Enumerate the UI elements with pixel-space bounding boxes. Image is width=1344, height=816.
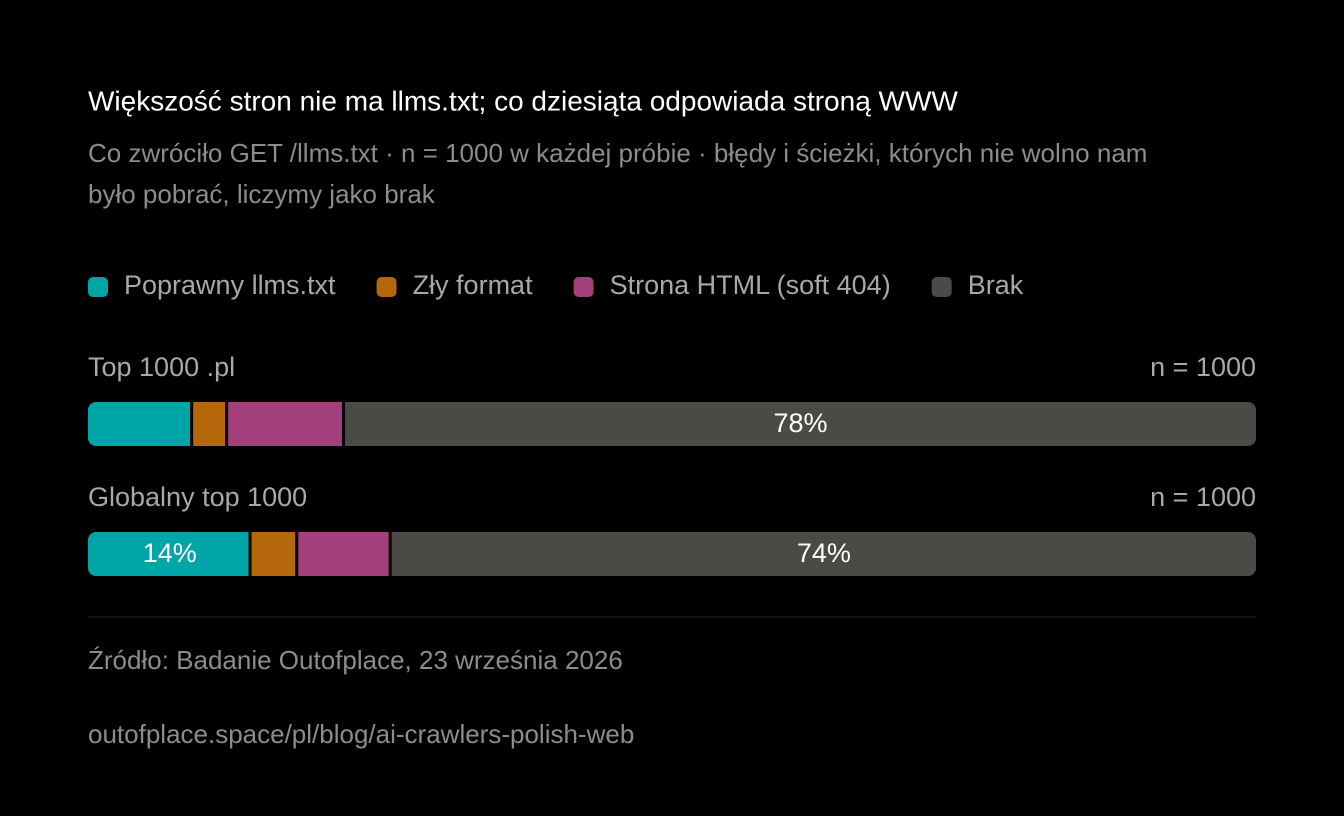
legend-swatch bbox=[88, 277, 108, 297]
bar-segment bbox=[88, 402, 191, 446]
bar-group bbox=[88, 532, 1256, 576]
url: outofplace.space/pl/blog/ai-crawlers-pol… bbox=[88, 719, 634, 749]
legend-label: Brak bbox=[968, 270, 1024, 300]
value-label: 14% bbox=[143, 538, 197, 568]
legend-swatch bbox=[573, 277, 594, 297]
category-label: Top 1000 .pl bbox=[88, 352, 235, 382]
bar-segment bbox=[251, 532, 296, 576]
bar-segment bbox=[391, 532, 1256, 576]
legend-label: Poprawny llms.txt bbox=[124, 270, 336, 300]
subtitle: było pobrać, liczymy jako brak bbox=[88, 179, 436, 209]
legend-label: Zły format bbox=[413, 270, 534, 300]
value-label: 74% bbox=[797, 538, 851, 568]
category-note: n = 1000 bbox=[1150, 352, 1256, 382]
source: Źródło: Badanie Outofplace, 23 września … bbox=[88, 645, 623, 675]
bar-segment bbox=[228, 402, 342, 446]
subtitle: Co zwróciło GET /llms.txt · n = 1000 w k… bbox=[88, 138, 1147, 168]
bar-segment bbox=[193, 402, 226, 446]
chart-title: Większość stron nie ma llms.txt; co dzie… bbox=[88, 85, 958, 116]
legend-swatch bbox=[931, 277, 952, 297]
category-label: Globalny top 1000 bbox=[88, 482, 307, 512]
value-label: 78% bbox=[773, 408, 827, 438]
category-note: n = 1000 bbox=[1150, 482, 1256, 512]
legend-swatch bbox=[376, 277, 397, 297]
bar-group bbox=[88, 402, 1256, 446]
bar-segment bbox=[344, 402, 1256, 446]
bar-segment bbox=[88, 532, 249, 576]
legend-label: Strona HTML (soft 404) bbox=[610, 270, 891, 300]
bar-segment bbox=[298, 532, 389, 576]
